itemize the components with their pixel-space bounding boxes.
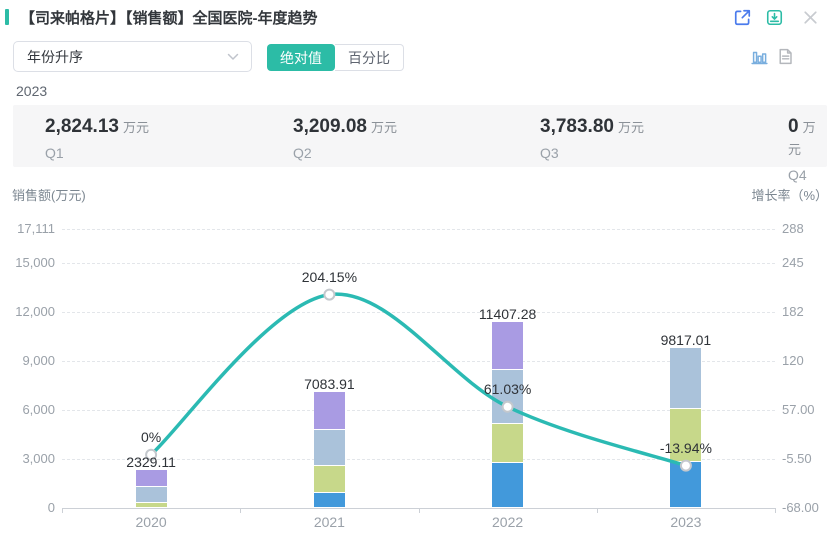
- q4-unit: 万元: [788, 120, 816, 157]
- bar-segment-2021-Q2[interactable]: [313, 465, 345, 493]
- q1-unit: 万元: [122, 120, 149, 135]
- bar-2022[interactable]: [492, 321, 524, 508]
- growth-label-2020: 0%: [140, 428, 162, 445]
- right-axis-title: 增长率（%）: [751, 188, 828, 203]
- left-axis-title: 销售额(万元): [12, 188, 86, 203]
- quarter-stat-q4: 0 万元 Q4: [788, 116, 827, 183]
- left-axis-tick-label: 6,000: [22, 402, 55, 417]
- bar-segment-2021-Q1[interactable]: [313, 492, 345, 508]
- left-axis-tick-label: 17,111: [17, 220, 55, 236]
- q2-value: 3,209.08: [293, 116, 367, 137]
- value-mode-toggle: 绝对值 百分比: [267, 44, 404, 71]
- right-axis-tick-label: -68.00: [782, 500, 819, 515]
- q3-value: 3,783.80: [540, 116, 614, 137]
- chevron-down-icon: [227, 48, 239, 66]
- bar-segment-2022-Q1[interactable]: [492, 462, 524, 508]
- growth-label-2023: -13.94%: [659, 439, 712, 456]
- bar-segment-2022-Q4[interactable]: [492, 321, 524, 370]
- gridline: [62, 228, 775, 230]
- right-axis-tick-label: 57.00: [782, 402, 815, 417]
- bar-segment-2020-Q2[interactable]: [135, 502, 167, 508]
- bar-segment-2020-Q3[interactable]: [135, 487, 167, 503]
- total-label-2022: 11407.28: [478, 305, 537, 322]
- title-accent-bar: [5, 9, 9, 25]
- growth-line: [149, 292, 688, 468]
- page-title: 【司来帕格片】【销售额】全国医院-年度趋势: [20, 10, 318, 27]
- x-axis-label: 2022: [492, 514, 524, 530]
- bar-segment-2022-Q2[interactable]: [492, 424, 524, 463]
- gridline: [62, 361, 775, 362]
- bar-2023[interactable]: [670, 347, 702, 508]
- gridline: [62, 312, 775, 313]
- quarter-stat-q2: 3,209.08 万元 Q2: [293, 116, 397, 161]
- gridline: [62, 410, 775, 411]
- toggle-percent-button[interactable]: 百分比: [335, 44, 404, 71]
- download-icon[interactable]: [765, 8, 784, 27]
- left-axis-tick-label: 0: [47, 500, 55, 515]
- x-axis-tick: [62, 508, 63, 513]
- q3-unit: 万元: [617, 120, 644, 135]
- hovered-year-label: 2023: [16, 83, 48, 99]
- x-axis-label: 2023: [670, 514, 702, 530]
- quarter-stats-panel: 2,824.13 万元 Q1 3,209.08 万元 Q2 3,783.80 万元 Q…: [13, 105, 827, 183]
- q4-label: Q4: [788, 167, 807, 183]
- external-link-icon[interactable]: [733, 8, 752, 27]
- bar-segment-2022-Q3[interactable]: [492, 369, 524, 425]
- bar-segment-2023-Q3[interactable]: [670, 347, 702, 410]
- right-axis-tick-label: 120: [782, 353, 804, 368]
- x-axis-label: 2020: [135, 514, 167, 530]
- toggle-absolute-button[interactable]: 绝对值: [267, 44, 335, 71]
- right-axis-tick-label: 245: [782, 255, 804, 270]
- x-axis-tick: [596, 508, 598, 513]
- growth-label-2021: 204.15%: [301, 268, 358, 285]
- x-axis-tick: [775, 508, 776, 513]
- x-axis-tick: [240, 508, 242, 513]
- q1-label: Q1: [45, 145, 64, 161]
- left-axis-tick-label: 12,000: [15, 304, 55, 319]
- close-icon[interactable]: [801, 8, 820, 27]
- x-axis-label: 2021: [313, 514, 345, 530]
- q3-label: Q3: [540, 145, 559, 161]
- total-label-2023: 9817.01: [660, 331, 712, 348]
- q2-unit: 万元: [370, 120, 397, 135]
- left-axis-tick-label: 9,000: [22, 353, 55, 368]
- bar-segment-2021-Q3[interactable]: [313, 430, 345, 466]
- line-point-2023[interactable]: [679, 459, 692, 472]
- document-icon[interactable]: [776, 47, 795, 66]
- growth-label-2022: 61.03%: [483, 380, 532, 397]
- x-axis-tick: [418, 508, 420, 513]
- line-point-2020[interactable]: [145, 448, 158, 461]
- total-label-2020: 2329.11: [126, 454, 176, 470]
- bar-segment-2021-Q4[interactable]: [313, 392, 345, 431]
- q2-label: Q2: [293, 145, 312, 161]
- left-axis-tick-label: 15,000: [15, 255, 55, 270]
- bar-segment-2020-Q4[interactable]: [135, 470, 167, 488]
- line-point-2022[interactable]: [501, 400, 514, 413]
- q1-value: 2,824.13: [45, 116, 119, 137]
- sort-order-select[interactable]: 年份升序: [13, 41, 252, 72]
- gridline: [62, 263, 775, 264]
- bar-2021[interactable]: [313, 392, 345, 508]
- left-axis-tick-label: 3,000: [22, 451, 55, 466]
- quarter-stat-q1: 2,824.13 万元 Q1: [45, 116, 149, 161]
- line-point-2021[interactable]: [323, 288, 336, 301]
- total-label-2021: 7083.91: [304, 376, 355, 393]
- right-axis-tick-label: -5.50: [782, 451, 812, 466]
- right-axis-tick-label: 288: [782, 220, 804, 236]
- q4-value: 0: [788, 116, 799, 137]
- bar-2020[interactable]: [135, 470, 167, 508]
- right-axis-tick-label: 182: [782, 304, 804, 319]
- quarter-stat-q3: 3,783.80 万元 Q3: [540, 116, 644, 161]
- sort-order-value: 年份升序: [27, 48, 83, 65]
- bar-chart-icon[interactable]: [750, 47, 769, 66]
